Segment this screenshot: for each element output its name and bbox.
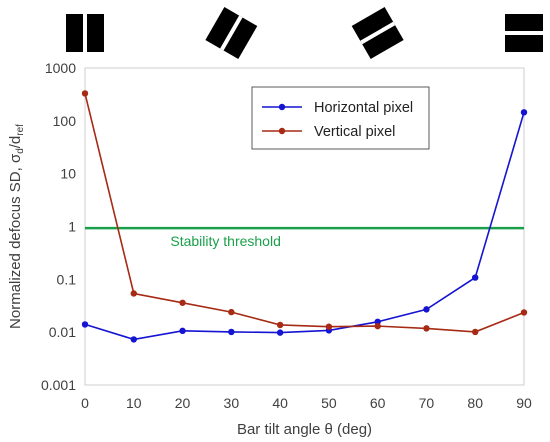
series-line-vertical — [84, 93, 525, 333]
data-point-horizontal — [472, 274, 479, 281]
data-point-vertical — [81, 90, 89, 97]
y-tick-labels: 1000 100 10 1 0.1 0.01 0.001 — [41, 60, 76, 393]
bar-icon — [205, 7, 258, 59]
y-axis-title-mid: /d — [7, 136, 24, 149]
x-tick-label: 10 — [126, 395, 142, 411]
data-point-horizontal — [130, 336, 137, 343]
x-tick-label: 0 — [81, 395, 89, 411]
legend-marker-vertical — [278, 127, 286, 135]
data-point-vertical — [423, 325, 430, 332]
x-tick-label: 30 — [224, 395, 240, 411]
x-tick-label: 70 — [419, 395, 435, 411]
y-axis-title: Normalized defocus SD, σd/dref — [7, 124, 26, 329]
y-tick-label: 100 — [53, 113, 77, 129]
x-tick-label: 60 — [370, 395, 386, 411]
x-tick-label: 90 — [516, 395, 532, 411]
bar-icons — [66, 7, 543, 59]
plot-frame — [84, 67, 525, 386]
y-axis-title-sub2: ref — [15, 124, 26, 136]
x-tick-label: 50 — [321, 395, 337, 411]
y-tick-label: 1 — [68, 219, 76, 235]
series-vertical — [81, 90, 528, 336]
data-point-vertical — [179, 299, 186, 306]
series-line-horizontal — [84, 112, 525, 341]
data-point-vertical — [472, 328, 479, 336]
data-point-vertical — [228, 308, 235, 316]
data-point-vertical — [130, 290, 137, 297]
x-tick-label: 20 — [175, 395, 191, 411]
x-tick-labels: 0 10 20 30 40 50 60 70 80 90 — [81, 395, 532, 411]
bar-icon — [66, 14, 104, 52]
bar-icon — [351, 7, 404, 59]
series — [81, 90, 528, 343]
data-point-horizontal — [81, 321, 89, 328]
data-point-horizontal — [228, 328, 235, 336]
y-tick-label: 1000 — [45, 60, 76, 76]
y-axis-title-main: Normalized defocus SD, σ — [7, 153, 24, 329]
y-tick-label: 0.01 — [49, 324, 76, 340]
data-point-vertical — [276, 321, 284, 329]
y-axis-title-sub1: d — [15, 148, 26, 154]
data-point-horizontal — [423, 306, 430, 313]
threshold: Stability threshold — [85, 226, 524, 249]
x-tick-label: 80 — [467, 395, 483, 411]
data-point-vertical — [520, 309, 528, 316]
data-point-horizontal — [179, 327, 186, 335]
y-tick-label: 10 — [60, 166, 76, 182]
legend-box — [251, 86, 430, 150]
legend: Horizontal pixel Vertical pixel — [251, 86, 430, 150]
bar-icon-slit — [360, 21, 396, 45]
bar-icon-slit — [220, 15, 243, 51]
x-axis-title: Bar tilt angle θ (deg) — [237, 421, 372, 438]
legend-marker-horizontal — [278, 103, 286, 111]
threshold-label: Stability threshold — [170, 233, 281, 249]
data-point-horizontal — [520, 109, 528, 116]
legend-label-vertical: Vertical pixel — [314, 124, 395, 140]
y-tick-label: 0.1 — [57, 271, 77, 287]
bar-icon — [505, 14, 543, 52]
y-tick-label: 0.001 — [41, 377, 76, 393]
axes — [84, 67, 525, 386]
bar-icon-slit — [83, 14, 87, 52]
data-point-vertical — [325, 323, 333, 330]
legend-label-horizontal: Horizontal pixel — [314, 100, 413, 116]
data-point-vertical — [374, 322, 381, 330]
bar-icon-slit — [505, 31, 543, 35]
data-point-horizontal — [276, 329, 284, 336]
x-tick-label: 40 — [272, 395, 288, 411]
